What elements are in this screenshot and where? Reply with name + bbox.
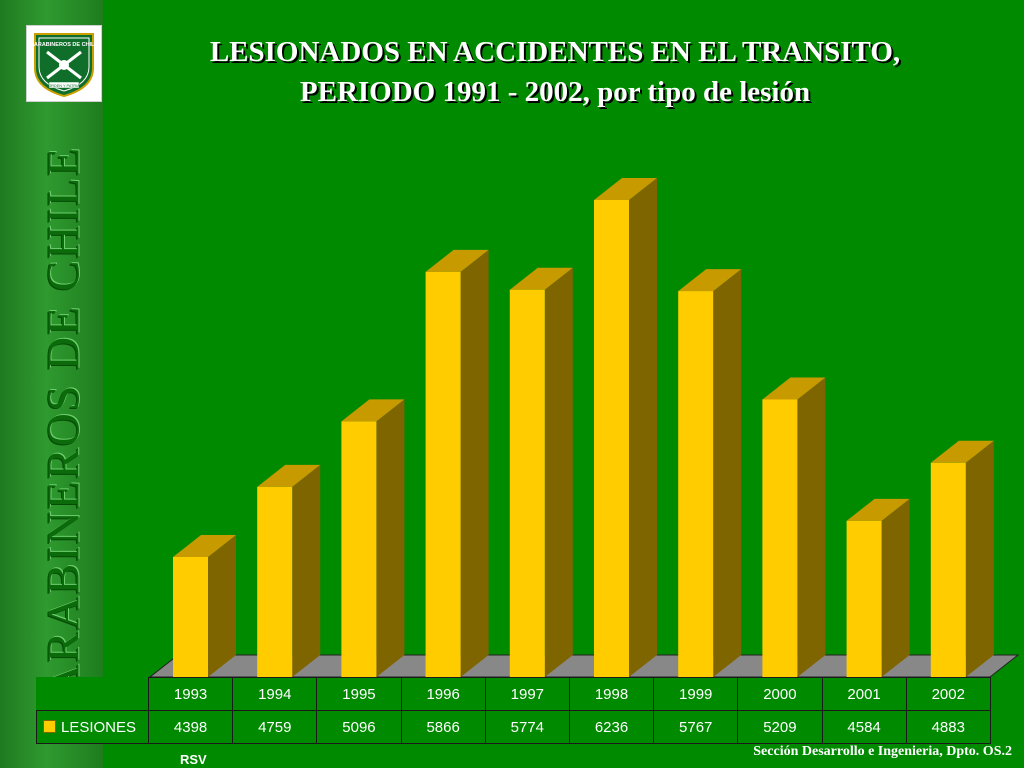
footer-left-label: RSV <box>180 752 207 767</box>
bar-1998 <box>594 178 657 677</box>
tick-label-2002: 2002 <box>905 677 991 711</box>
bar-side <box>965 440 994 677</box>
bar-front <box>762 399 798 677</box>
bar-2000 <box>762 377 826 677</box>
bar-2002 <box>930 440 994 677</box>
bar-top <box>425 249 489 272</box>
bar-top <box>257 464 321 487</box>
bar-top <box>930 440 994 463</box>
bar-1994 <box>257 464 321 677</box>
bar-front <box>341 421 377 677</box>
bar-1993 <box>173 534 236 677</box>
title-line-1: LESIONADOS EN ACCIDENTES EN EL TRANSITO, <box>209 36 901 68</box>
bar-side <box>629 178 657 677</box>
tick-label-2000: 2000 <box>737 677 823 711</box>
bar-side <box>376 399 405 677</box>
bar-2001 <box>846 498 910 677</box>
bar-top <box>678 269 742 292</box>
tick-label-1994: 1994 <box>232 677 318 711</box>
bar-side <box>292 464 321 677</box>
title-line-2: PERIODO 1991 - 2002, por tipo de lesión <box>299 76 811 108</box>
bar-top <box>509 267 573 290</box>
tick-label-1999: 1999 <box>653 677 739 711</box>
bar-side <box>713 269 742 677</box>
table-values-row: LESIONES 4398 4759 5096 5866 5774 6236 5767 520… <box>36 710 991 744</box>
bar-top <box>173 534 236 557</box>
bar-1996 <box>425 249 489 677</box>
data-label-1993: 4398 <box>147 710 234 744</box>
logo-top-text: CARABINEROS DE CHILE <box>30 42 98 48</box>
tick-label-2001: 2001 <box>821 677 907 711</box>
bar-top <box>594 178 657 200</box>
bar-front <box>594 200 629 677</box>
data-label-1995: 5096 <box>316 710 402 744</box>
bar-front <box>678 291 714 677</box>
page-title: LESIONADOS EN ACCIDENTES EN EL TRANSITO,… <box>110 32 1000 112</box>
table-corner-cell <box>36 677 149 711</box>
table-header-row: 1993 1994 1995 1996 1997 1998 1999 2000 2001 2002 <box>36 677 991 711</box>
bar-1997 <box>509 267 573 677</box>
data-label-1997: 5774 <box>484 710 570 744</box>
bar-side <box>881 498 910 677</box>
bar-1995 <box>341 399 405 677</box>
data-table: 1993 1994 1995 1996 1997 1998 1999 2000 2001 2002… <box>36 677 991 744</box>
legend-swatch <box>43 719 56 733</box>
bar-front <box>509 289 545 677</box>
series-name-label: LESIONES <box>61 718 137 736</box>
data-label-1994: 4759 <box>232 710 318 744</box>
sidebar: CARABINEROS DE CHILE ORDEN Y PATRIA CARA… <box>0 0 103 768</box>
bar-top <box>762 377 826 400</box>
series-legend-cell: LESIONES <box>36 710 149 744</box>
bar-top <box>341 399 405 422</box>
tick-label-1997: 1997 <box>484 677 570 711</box>
bar-side <box>544 267 573 677</box>
bar-front <box>257 486 293 677</box>
bar-top <box>846 498 910 521</box>
bar-front <box>425 271 461 677</box>
bar-front <box>173 556 208 677</box>
bar-front <box>846 520 882 677</box>
footer-note: Sección Desarrollo e Ingenieria, Dpto. O… <box>753 744 1012 759</box>
data-label-2001: 4584 <box>821 710 907 744</box>
tick-label-1995: 1995 <box>316 677 402 711</box>
bar-front <box>930 462 966 677</box>
carabineros-crest-icon: CARABINEROS DE CHILE ORDEN Y PATRIA <box>30 33 98 98</box>
data-label-1998: 6236 <box>568 710 655 744</box>
bar-1999 <box>678 269 742 677</box>
carabineros-logo: CARABINEROS DE CHILE ORDEN Y PATRIA <box>26 25 102 102</box>
data-label-2002: 4883 <box>905 710 991 744</box>
bar-side <box>208 534 236 677</box>
logo-motto: ORDEN Y PATRIA <box>48 84 80 88</box>
bars-layer <box>173 178 994 677</box>
data-label-2000: 5209 <box>737 710 823 744</box>
tick-label-1993: 1993 <box>147 677 234 711</box>
bar-side <box>460 249 489 677</box>
bar-side <box>797 377 826 677</box>
data-label-1999: 5767 <box>653 710 739 744</box>
tick-label-1996: 1996 <box>400 677 486 711</box>
tick-label-1998: 1998 <box>568 677 655 711</box>
data-label-1996: 5866 <box>400 710 486 744</box>
